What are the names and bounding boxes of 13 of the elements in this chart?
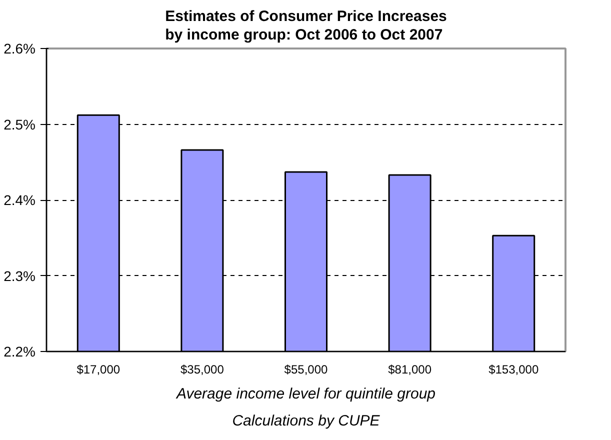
y-tick-label: 2.6%	[4, 40, 36, 56]
x-tick-label: $81,000	[388, 362, 432, 376]
x-axis-title: Average income level for quintile group	[175, 386, 436, 402]
text: Calculations by CUPE	[232, 412, 381, 430]
chart-title: Estimates of Consumer Price Increases by income group: Oct 2006 to Oct 2007	[165, 8, 447, 44]
x-tick-label: $35,000	[180, 362, 224, 376]
x-tick-label: $153,000	[488, 362, 539, 376]
y-tick-label: 2.2%	[4, 344, 36, 360]
y-tick-label: 2.3%	[4, 268, 36, 284]
y-tick-label: 2.4%	[4, 192, 36, 208]
x-tick-label: $55,000	[284, 362, 328, 376]
y-tick-label: 2.5%	[4, 116, 36, 132]
x-tick-label: $17,000	[76, 362, 120, 376]
